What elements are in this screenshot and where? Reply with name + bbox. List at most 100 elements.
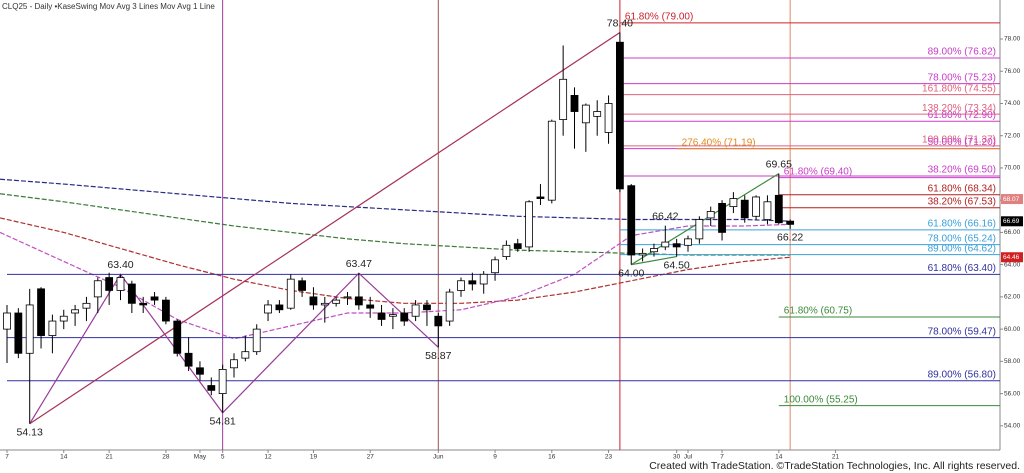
candle-body [763, 201, 772, 220]
candle-body [559, 78, 568, 120]
candle-body [184, 352, 193, 367]
candle-body [695, 219, 704, 240]
candle-body [116, 277, 125, 291]
y-tick-label: 60.00 [1004, 326, 1021, 333]
price-tag [1001, 216, 1023, 227]
candle-body [661, 241, 670, 248]
fib-level-label: 89.00% (64.62) [928, 243, 996, 254]
trend-line [29, 272, 439, 425]
candle-body [706, 211, 715, 219]
pivot-label: 66.42 [652, 210, 678, 222]
fib-level-label: 138.20% (73.34) [922, 103, 996, 114]
y-tick-label: 54.00 [1004, 423, 1021, 430]
y-tick-label: 74.00 [1004, 100, 1021, 107]
x-tick-label: 5 [221, 454, 225, 461]
candle-body [127, 283, 136, 304]
candle-body [445, 291, 454, 322]
x-tick-label: 14 [60, 454, 68, 461]
fib-level-label: 61.80% (79.00) [625, 12, 693, 23]
candle-body [298, 280, 307, 291]
price-tag-label: 64.46 [1003, 254, 1020, 261]
candle-body [366, 304, 375, 309]
fib-level-label: 100.00% (55.25) [784, 394, 858, 405]
fib-level-label: 61.80% (66.16) [928, 218, 996, 229]
price-tag-label: 68.07 [1003, 196, 1020, 203]
candle-body [650, 248, 658, 253]
candle-body [388, 314, 397, 317]
candle-body [729, 198, 738, 208]
candle-body [275, 304, 284, 311]
pivot-label: 54.81 [210, 416, 236, 428]
candle-body [638, 252, 647, 256]
candle-body [752, 196, 760, 217]
pivot-label: 69.65 [766, 158, 792, 170]
fib-level-label: 61.80% (69.40) [784, 166, 852, 177]
candle-body [536, 196, 545, 199]
x-tick-label: 12 [264, 454, 272, 461]
fib-level-label: 78.00% (65.24) [928, 233, 996, 244]
candle-body [684, 238, 692, 246]
chart-title: CLQ25 - Daily •KaseSwing Mov Avg 3 Lines… [2, 2, 215, 11]
candle-body [207, 385, 216, 391]
price-tag-label: 66.69 [1003, 218, 1020, 225]
pivot-label: 64.50 [664, 259, 690, 271]
fib-level-label: 38.20% (69.50) [928, 165, 996, 176]
candle-body [479, 273, 488, 285]
fib-level-label: 161.80% (74.55) [922, 83, 996, 94]
candle-body [423, 304, 431, 311]
candle-body [513, 243, 522, 249]
candle-body [105, 277, 114, 291]
candle-body [71, 309, 79, 314]
x-tick-label: 9 [493, 454, 497, 461]
candle-body [48, 320, 57, 336]
price-tag [1001, 252, 1023, 263]
x-tick-label: Jun [433, 454, 444, 461]
fib-level-label: 61.80% (72.90) [928, 110, 996, 121]
candle-body [343, 296, 352, 299]
candle-body [139, 302, 148, 306]
x-tick-label: 28 [162, 454, 170, 461]
candle-body [332, 299, 341, 304]
fib-level-label: 50.00% (71.20) [928, 137, 996, 148]
candle-body [150, 296, 159, 301]
x-tick-label: 23 [605, 454, 613, 461]
candle-body [672, 243, 681, 248]
fib-level-label: 78.00% (59.47) [928, 326, 996, 337]
candle-body [286, 278, 295, 309]
pivot-label: 54.13 [17, 427, 43, 439]
candle-body [786, 220, 795, 225]
candle-body [740, 199, 749, 219]
candle-body [457, 280, 465, 291]
pivot-label: 64.00 [618, 267, 644, 279]
price-tag [1001, 194, 1023, 205]
y-tick-label: 70.00 [1004, 165, 1021, 172]
x-tick-label: 27 [367, 454, 375, 461]
candle-body [309, 296, 318, 306]
candle-body [196, 367, 204, 375]
fib-level-label: 78.00% (75.23) [928, 72, 996, 83]
candle-body [3, 312, 11, 330]
fib-level-label: 89.00% (76.82) [928, 47, 996, 58]
trend-line [29, 32, 621, 425]
candle-body [161, 299, 170, 322]
y-tick-label: 64.00 [1004, 261, 1021, 268]
pivot-label: 63.47 [346, 258, 372, 270]
candle-body [218, 369, 227, 394]
x-tick-label: 30 [673, 454, 681, 461]
candle-body [774, 194, 783, 224]
y-tick-label: 62.00 [1004, 294, 1021, 301]
y-tick-label: 72.00 [1004, 132, 1021, 139]
candle-body [434, 315, 443, 327]
y-tick-label: 58.00 [1004, 358, 1021, 365]
candle-body [468, 280, 477, 285]
fib-level-label: 61.80% (68.34) [928, 183, 996, 194]
fib-level-label: 61.80% (60.75) [784, 306, 852, 317]
x-tick-label: 7 [720, 454, 724, 461]
footer: Created with TradeStation. ©TradeStation… [649, 460, 1020, 472]
x-tick-label: May [194, 454, 207, 461]
x-tick-label: 19 [310, 454, 318, 461]
fib-level-label: 38.20% (67.53) [928, 196, 996, 207]
candle-body [400, 312, 409, 322]
candle-body [37, 288, 45, 336]
